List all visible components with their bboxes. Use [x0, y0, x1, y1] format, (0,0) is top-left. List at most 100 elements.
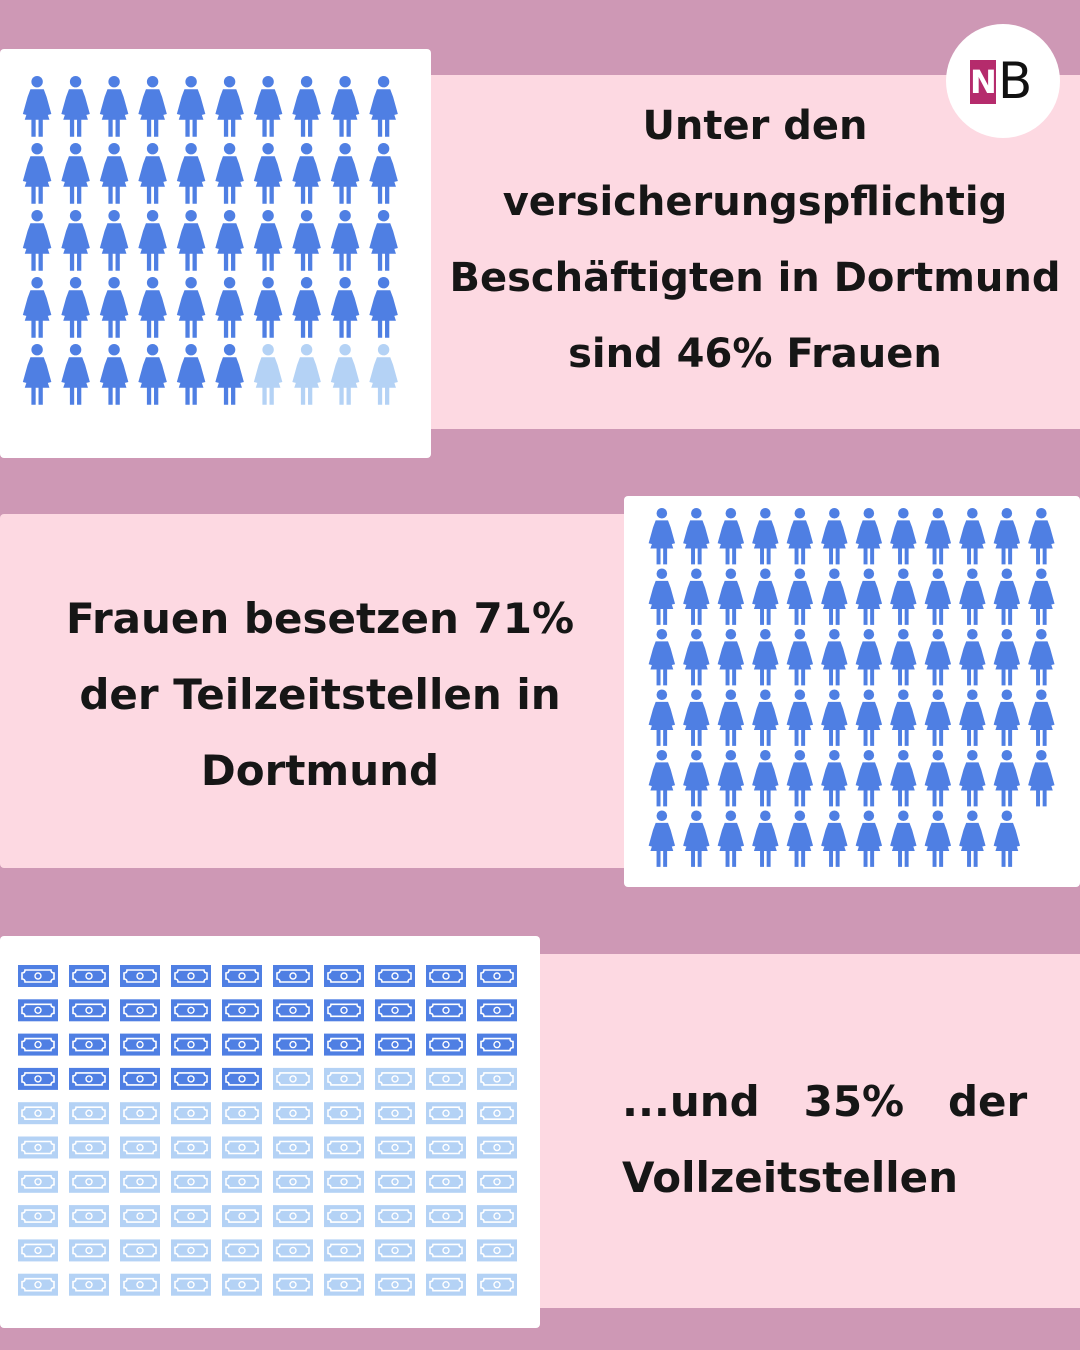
- woman-icon: [855, 810, 883, 867]
- banknote-icon: [477, 1205, 517, 1228]
- woman-icon: [61, 210, 90, 271]
- banknote-icon: [120, 999, 160, 1022]
- banknote-icon: [273, 965, 313, 987]
- woman-icon: [752, 629, 779, 686]
- stat-text-full-time: ...und 35% der Vollzeitstellen: [622, 1060, 1027, 1220]
- woman-icon: [1028, 568, 1055, 625]
- woman-icon: [215, 210, 244, 271]
- woman-icon: [752, 508, 779, 565]
- banknote-icon: [324, 1239, 364, 1262]
- woman-icon: [959, 568, 986, 625]
- banknote-icon: [426, 1067, 466, 1090]
- woman-icon: [138, 210, 167, 271]
- woman-icon: [717, 810, 745, 867]
- woman-icon: [176, 344, 206, 405]
- stat-text-line: Frauen besetzen 71%: [65, 594, 575, 643]
- woman-icon: [855, 568, 883, 625]
- banknote-icon: [171, 999, 211, 1022]
- banknote-icon: [18, 1033, 58, 1056]
- woman-icon: [215, 143, 244, 204]
- banknote-icon: [375, 965, 415, 987]
- banknote-icon: [69, 1067, 109, 1090]
- woman-icon: [924, 568, 952, 625]
- banknote-icon: [171, 1170, 211, 1193]
- banknote-icon: [69, 1170, 109, 1193]
- woman-icon: [330, 210, 360, 271]
- women-icon-grid: [22, 76, 398, 405]
- woman-icon: [176, 210, 206, 271]
- woman-icon: [138, 76, 167, 137]
- woman-icon: [292, 277, 321, 338]
- woman-icon: [253, 277, 283, 338]
- banknote-icon: [375, 999, 415, 1022]
- woman-icon: [683, 810, 710, 867]
- woman-icon: [993, 508, 1021, 565]
- banknote-icon: [171, 1102, 211, 1125]
- woman-icon: [61, 143, 90, 204]
- woman-icon: [993, 810, 1021, 867]
- banknote-icon: [171, 1239, 211, 1262]
- woman-icon: [215, 344, 244, 405]
- banknote-icon: [18, 999, 58, 1022]
- banknote-icon: [324, 999, 364, 1022]
- banknote-icon: [120, 1033, 160, 1056]
- banknote-icon: [273, 1273, 313, 1296]
- banknote-icon: [477, 1273, 517, 1296]
- banknote-icon: [375, 1033, 415, 1056]
- woman-icon: [786, 568, 814, 625]
- woman-icon: [648, 629, 676, 686]
- woman-icon: [752, 750, 779, 807]
- woman-icon: [890, 629, 917, 686]
- woman-icon: [138, 344, 167, 405]
- banknote-icon: [171, 965, 211, 987]
- woman-icon: [786, 750, 814, 807]
- banknote-icon: [69, 1102, 109, 1125]
- woman-icon: [253, 143, 283, 204]
- banknote-icon: [18, 1102, 58, 1125]
- woman-icon: [890, 508, 917, 565]
- woman-icon: [292, 76, 321, 137]
- woman-icon: [717, 689, 745, 746]
- banknote-icon: [120, 965, 160, 987]
- woman-icon: [752, 568, 779, 625]
- woman-icon: [993, 689, 1021, 746]
- women-icon-grid: [648, 508, 1055, 867]
- woman-icon: [369, 143, 398, 204]
- woman-icon: [176, 143, 206, 204]
- banknote-icon: [222, 1033, 262, 1056]
- stat-text-line: Vollzeitstellen: [622, 1153, 958, 1202]
- banknote-icon: [426, 1102, 466, 1125]
- woman-icon: [786, 508, 814, 565]
- woman-icon: [821, 629, 848, 686]
- banknote-icon: [18, 1067, 58, 1090]
- woman-icon: [648, 568, 676, 625]
- banknote-icon: [375, 1102, 415, 1125]
- woman-icon: [22, 344, 52, 405]
- woman-icon: [993, 750, 1021, 807]
- banknote-icon: [477, 1102, 517, 1125]
- woman-icon: [786, 689, 814, 746]
- banknote-icon: [171, 1136, 211, 1159]
- banknote-icon: [375, 1136, 415, 1159]
- banknote-icon: [375, 1239, 415, 1262]
- banknote-icon: [324, 1273, 364, 1296]
- woman-icon: [22, 210, 52, 271]
- woman-icon: [253, 344, 283, 405]
- woman-icon: [993, 568, 1021, 625]
- woman-icon: [821, 750, 848, 807]
- woman-icon: [1028, 508, 1055, 565]
- banknote-icon: [324, 1033, 364, 1056]
- banknote-icon: [375, 1067, 415, 1090]
- woman-icon: [855, 629, 883, 686]
- banknote-icon: [273, 1067, 313, 1090]
- banknote-icon: [324, 1170, 364, 1193]
- woman-icon: [330, 143, 360, 204]
- woman-icon: [717, 568, 745, 625]
- banknote-icon: [120, 1067, 160, 1090]
- woman-icon: [890, 689, 917, 746]
- banknote-icon: [426, 999, 466, 1022]
- banknote-icon: [375, 1170, 415, 1193]
- woman-icon: [924, 689, 952, 746]
- stat-text-line: sind 46% Frauen: [568, 331, 942, 377]
- woman-icon: [292, 143, 321, 204]
